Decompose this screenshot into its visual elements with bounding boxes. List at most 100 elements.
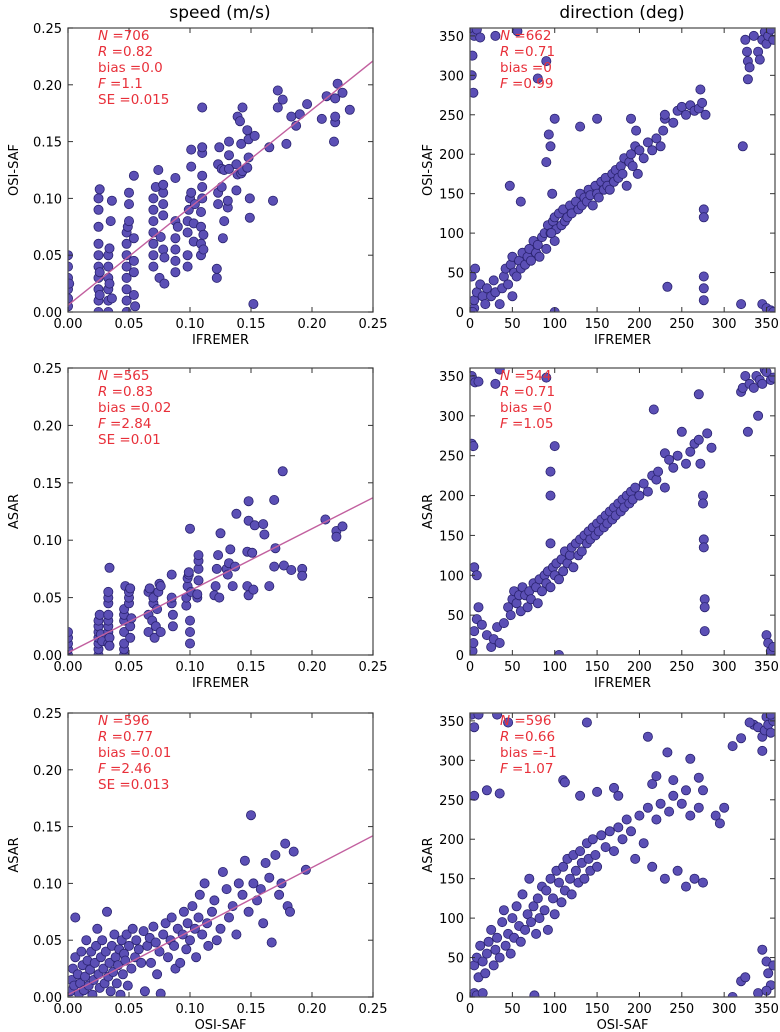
scatter-panel-speed-ifremer-osisaf: 0.00 0.05 0.10 0.15 0.20 0.25 0.00 0.05 0.10 0.15… (7, 22, 387, 348)
data-point (554, 574, 565, 585)
stats-r: R =0.71 (500, 44, 555, 60)
stats-f: F =2.46 (98, 761, 151, 777)
y-tick-label: 0.25 (33, 707, 62, 722)
data-point (209, 895, 220, 906)
y-tick-label: 100 (439, 227, 464, 242)
y-tick-label: 250 (439, 109, 464, 124)
data-point (698, 212, 709, 223)
data-point (532, 239, 543, 250)
data-point (199, 878, 210, 889)
data-point (524, 873, 535, 884)
data-point (198, 229, 209, 240)
y-tick-label: 0.00 (33, 306, 62, 321)
data-point (243, 496, 254, 507)
data-point (609, 782, 620, 793)
data-point (556, 897, 567, 908)
data-point (223, 136, 234, 147)
points-group (470, 713, 775, 997)
data-point (103, 261, 114, 272)
data-point (117, 969, 128, 980)
data-point (124, 216, 135, 227)
data-point (490, 378, 501, 389)
data-point (211, 563, 222, 574)
data-point (125, 632, 136, 643)
scatter-panel-direction-ifremer-asar: 0 50 100 150 200 250 300 350 0 50 100 150 200 250 300 3… (421, 367, 779, 691)
data-point (627, 161, 638, 172)
data-point (651, 771, 662, 782)
data-point (330, 93, 341, 104)
data-point (155, 581, 166, 592)
data-point (714, 818, 725, 829)
data-point (197, 142, 208, 153)
data-point (70, 912, 81, 923)
data-point (236, 138, 247, 149)
data-point (316, 113, 327, 124)
stats-value: =0.013 (115, 777, 169, 793)
x-tick-label: 0 (466, 1002, 474, 1017)
data-point (698, 785, 709, 796)
data-point (748, 30, 759, 41)
y-tick-label: 0.25 (33, 22, 62, 37)
stats-r: R =0.66 (500, 729, 555, 745)
x-tick-label: 250 (669, 1002, 694, 1017)
scatter-panel-speed-ifremer-asar: 0.00 0.05 0.10 0.15 0.20 0.25 0.00 0.05 0.10 0.15… (7, 362, 387, 691)
data-point (604, 826, 615, 837)
data-point (634, 490, 645, 501)
data-point (546, 228, 557, 239)
stats-value: =0.01 (115, 432, 161, 448)
stats-value: =0.99 (508, 76, 554, 92)
data-point (170, 255, 181, 266)
data-point (504, 180, 515, 191)
data-point (284, 906, 295, 917)
y-tick-label: 0.05 (33, 934, 62, 949)
data-point (685, 810, 696, 821)
data-point (757, 378, 768, 389)
data-point (507, 913, 518, 924)
data-point (672, 865, 683, 876)
data-point (197, 929, 208, 940)
data-point (662, 281, 673, 292)
stats-n: N =706 (98, 28, 149, 44)
data-point (214, 142, 225, 153)
data-point (613, 822, 624, 833)
data-point (710, 810, 721, 821)
y-tick-label: 350 (439, 370, 464, 385)
data-point (139, 986, 150, 997)
stats-label: R (98, 384, 107, 400)
data-point (259, 529, 270, 540)
data-point (565, 873, 576, 884)
y-tick-label: 0 (456, 991, 464, 1006)
stats-label: SE (98, 777, 115, 793)
data-point (592, 113, 603, 124)
x-tick-label: 300 (712, 1002, 737, 1017)
data-point (119, 638, 130, 649)
y-tick-label: 50 (447, 609, 464, 624)
data-point (297, 570, 308, 581)
data-point (727, 741, 738, 752)
data-point (494, 299, 505, 310)
data-point (498, 905, 509, 916)
x-tick-label: 300 (712, 317, 737, 332)
data-point (150, 937, 161, 948)
data-point (138, 926, 149, 937)
data-point (243, 906, 254, 917)
data-point (281, 138, 292, 149)
x-tick-label: 150 (585, 660, 610, 675)
data-point (593, 192, 604, 203)
data-point (249, 520, 260, 531)
data-point (219, 216, 230, 227)
data-point (681, 785, 692, 796)
data-point (668, 775, 679, 786)
data-point (124, 187, 135, 198)
data-point (109, 929, 120, 940)
y-axis-label: ASAR (7, 494, 22, 529)
data-point (106, 293, 117, 304)
data-point (642, 486, 653, 497)
data-point (182, 227, 193, 238)
data-point (260, 858, 271, 869)
data-point (659, 109, 670, 120)
x-tick-label: 0.20 (298, 317, 327, 332)
data-point (330, 111, 341, 122)
data-point (541, 157, 552, 168)
y-tick-label: 0.15 (33, 136, 62, 151)
